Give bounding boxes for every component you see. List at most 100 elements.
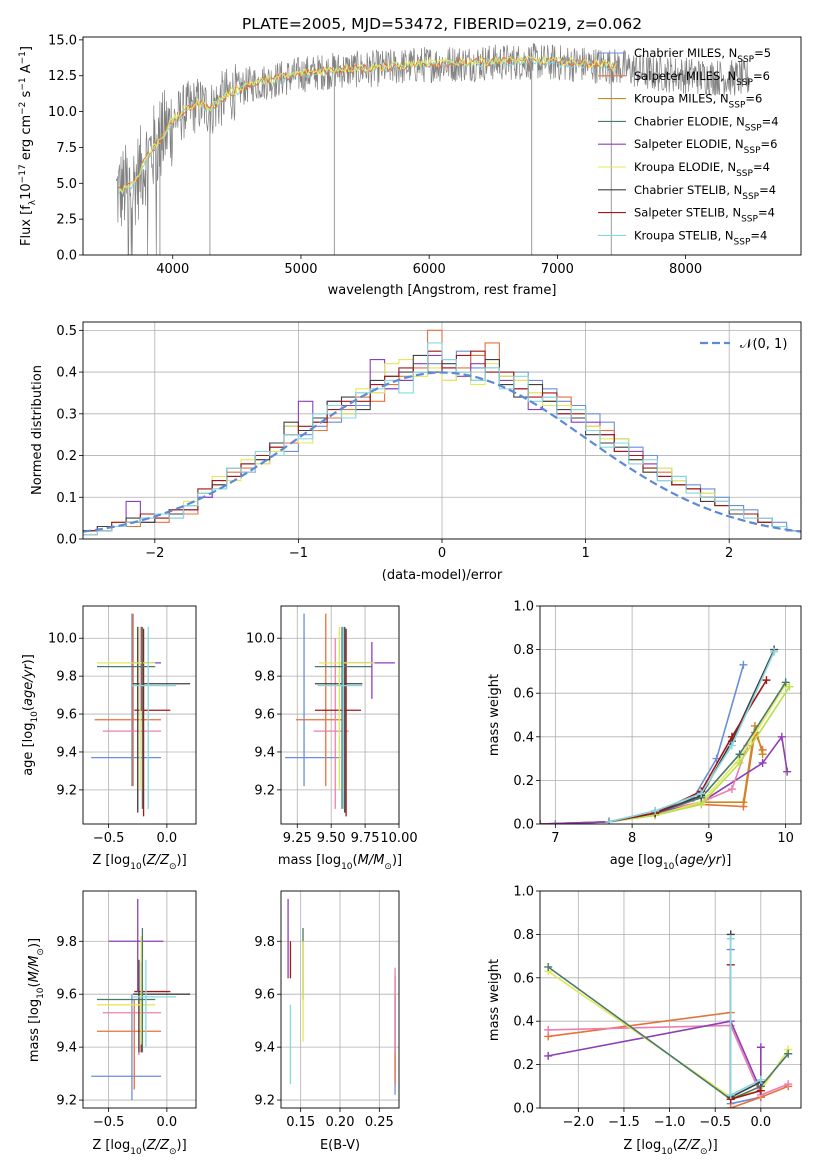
- y-tick-label: 9.2: [254, 783, 275, 798]
- y-tick-label: 0.5: [56, 324, 77, 339]
- x-tick-label: 2: [725, 546, 733, 561]
- plot-area: [544, 930, 793, 1108]
- y-tick-label: 0.3: [56, 407, 77, 422]
- x-tick-label: −1: [289, 546, 308, 561]
- panel-age-vs-Z: −0.5 0.0 9.2 9.4 9.6 9.8 10.0 Z [log10(Z/Z⊙)] ag…: [21, 605, 197, 872]
- panel-age-vs-mass: 9.25 9.50 9.75 10.00 9.2 9.4 9.6 9.8 10.0 mass [l…: [246, 605, 418, 872]
- normal-curve: [83, 371, 801, 533]
- legend-label: Salpeter STELIB, NSSP=4: [634, 206, 775, 225]
- figure-title: PLATE=2005, MJD=53472, FIBERID=0219, z=0…: [242, 15, 642, 33]
- panel-spectrum: 4000 5000 6000 7000 8000 0.0 2.5 5.0 7.5 10.0 12.5…: [18, 33, 802, 298]
- weight-series: [729, 934, 762, 1099]
- weight-marker: [781, 678, 790, 687]
- plot-area: [540, 645, 794, 824]
- x-tick-label: 0: [438, 546, 446, 561]
- x-tick-label: 0.15: [286, 1115, 315, 1130]
- x-tick-label: −2: [145, 546, 164, 561]
- weight-marker: [726, 1090, 735, 1099]
- x-tick-label: 0.0: [157, 831, 178, 846]
- y-tick-label: 0.8: [513, 643, 534, 658]
- y-tick-label: 0.0: [56, 533, 77, 548]
- y-tick-label: 9.4: [254, 1041, 275, 1056]
- y-tick-label: 0.2: [513, 774, 534, 789]
- weight-marker: [783, 767, 792, 776]
- plot-area: [285, 613, 395, 817]
- legend-label: Kroupa STELIB, NSSP=4: [634, 228, 767, 247]
- weight-marker: [544, 1051, 553, 1060]
- y-tick-label: 9.4: [56, 1041, 77, 1056]
- x-tick-label: −2.0: [563, 1115, 595, 1130]
- y-axis-label: Flux [fλ10−17 erg cm−2 s−1 A−1]: [18, 46, 38, 246]
- weight-marker: [544, 1025, 553, 1034]
- x-tick-label: 9: [705, 831, 713, 846]
- weight-marker: [756, 1043, 765, 1052]
- x-axis-label: age [log10(age/yr)]: [610, 853, 732, 872]
- axes-frame: [82, 890, 197, 1109]
- axes-frame: [82, 605, 197, 825]
- plot-area: [115, 42, 750, 255]
- x-axis-label: wavelength [Angstrom, rest frame]: [328, 283, 557, 298]
- panel-mass-vs-Z: −0.5 0.0 9.2 9.4 9.6 9.8 Z [log10(Z/Z⊙)] mass […: [27, 890, 197, 1157]
- y-tick-label: 7.5: [56, 141, 77, 156]
- x-tick-label: 0.25: [365, 1115, 394, 1130]
- weight-marker: [727, 741, 736, 750]
- x-tick-label: −0.5: [93, 1115, 125, 1130]
- weight-marker: [739, 798, 748, 807]
- legend-label: Salpeter ELODIE, NSSP=6: [634, 137, 777, 156]
- y-axis-label: mass weight: [487, 959, 502, 1041]
- weight-marker: [758, 750, 767, 759]
- x-tick-label: 0.0: [751, 1115, 772, 1130]
- x-tick-label: 8: [628, 831, 636, 846]
- y-tick-label: 0.4: [56, 366, 77, 381]
- y-tick-label: 9.8: [56, 935, 77, 950]
- x-tick-label: 10: [777, 831, 794, 846]
- y-tick-label: 9.8: [254, 935, 275, 950]
- y-tick-label: 15.0: [48, 33, 77, 48]
- y-tick-label: 0.2: [513, 1058, 534, 1073]
- y-tick-label: 0.4: [513, 730, 534, 745]
- x-axis-label: Z [log10(Z/Z⊙)]: [623, 1138, 717, 1157]
- weight-marker: [784, 1080, 793, 1089]
- x-tick-label: 5000: [284, 262, 317, 277]
- x-tick-label: 7000: [541, 262, 574, 277]
- y-tick-label: 1.0: [513, 885, 534, 900]
- weight-marker: [739, 660, 748, 669]
- weight-series: [729, 938, 762, 1097]
- spectrum-legend: Chabrier MILES, NSSP=5 Salpeter MILES, NS…: [598, 46, 779, 247]
- y-tick-label: 0.0: [513, 1102, 534, 1117]
- y-tick-label: 9.2: [254, 1094, 275, 1109]
- weight-marker: [726, 934, 735, 943]
- y-tick-label: 0.1: [56, 491, 77, 506]
- y-tick-label: 0.0: [513, 818, 534, 833]
- weight-series: [547, 966, 789, 1101]
- plot-area: [287, 898, 396, 1095]
- weight-series: [548, 1024, 789, 1097]
- y-tick-label: 9.6: [56, 708, 77, 723]
- y-tick-label: 9.4: [56, 745, 77, 760]
- panel-mass-weight-vs-Z: −2.0 −1.5 −1.0 −0.5 0.0 0.0 0.2 0.4 0.6 0.8 1.0 Z […: [487, 885, 802, 1157]
- y-tick-label: 0.6: [513, 687, 534, 702]
- legend-label: 𝒩(0, 1): [740, 337, 787, 352]
- x-tick-label: 9.25: [283, 831, 312, 846]
- weight-series: [608, 681, 787, 823]
- x-tick-label: −0.5: [699, 1115, 731, 1130]
- panel-residual-histogram: −2 −1 0 1 2 0.0 0.1 0.2 0.3 0.4 0.5 (data-model)/er…: [30, 321, 802, 583]
- x-tick-label: 4000: [156, 262, 189, 277]
- x-axis-label: E(B-V): [320, 1138, 360, 1153]
- x-tick-label: 10.00: [380, 831, 417, 846]
- y-tick-label: 9.2: [56, 783, 77, 798]
- weight-marker: [784, 1049, 793, 1058]
- legend-label: Kroupa MILES, NSSP=6: [634, 92, 762, 111]
- y-tick-label: 0.8: [513, 928, 534, 943]
- histogram-series: [83, 359, 801, 532]
- y-tick-label: 0.6: [513, 971, 534, 986]
- y-axis-label: mass [log10(M/M⊙)]: [27, 938, 46, 1062]
- weight-marker: [551, 820, 560, 824]
- x-tick-label: 7: [551, 831, 559, 846]
- y-axis-label: Normed distribution: [30, 365, 45, 495]
- histogram-series: [83, 342, 801, 536]
- y-tick-label: 1.0: [513, 600, 534, 615]
- y-tick-label: 2.5: [56, 213, 77, 228]
- weight-marker: [697, 789, 706, 798]
